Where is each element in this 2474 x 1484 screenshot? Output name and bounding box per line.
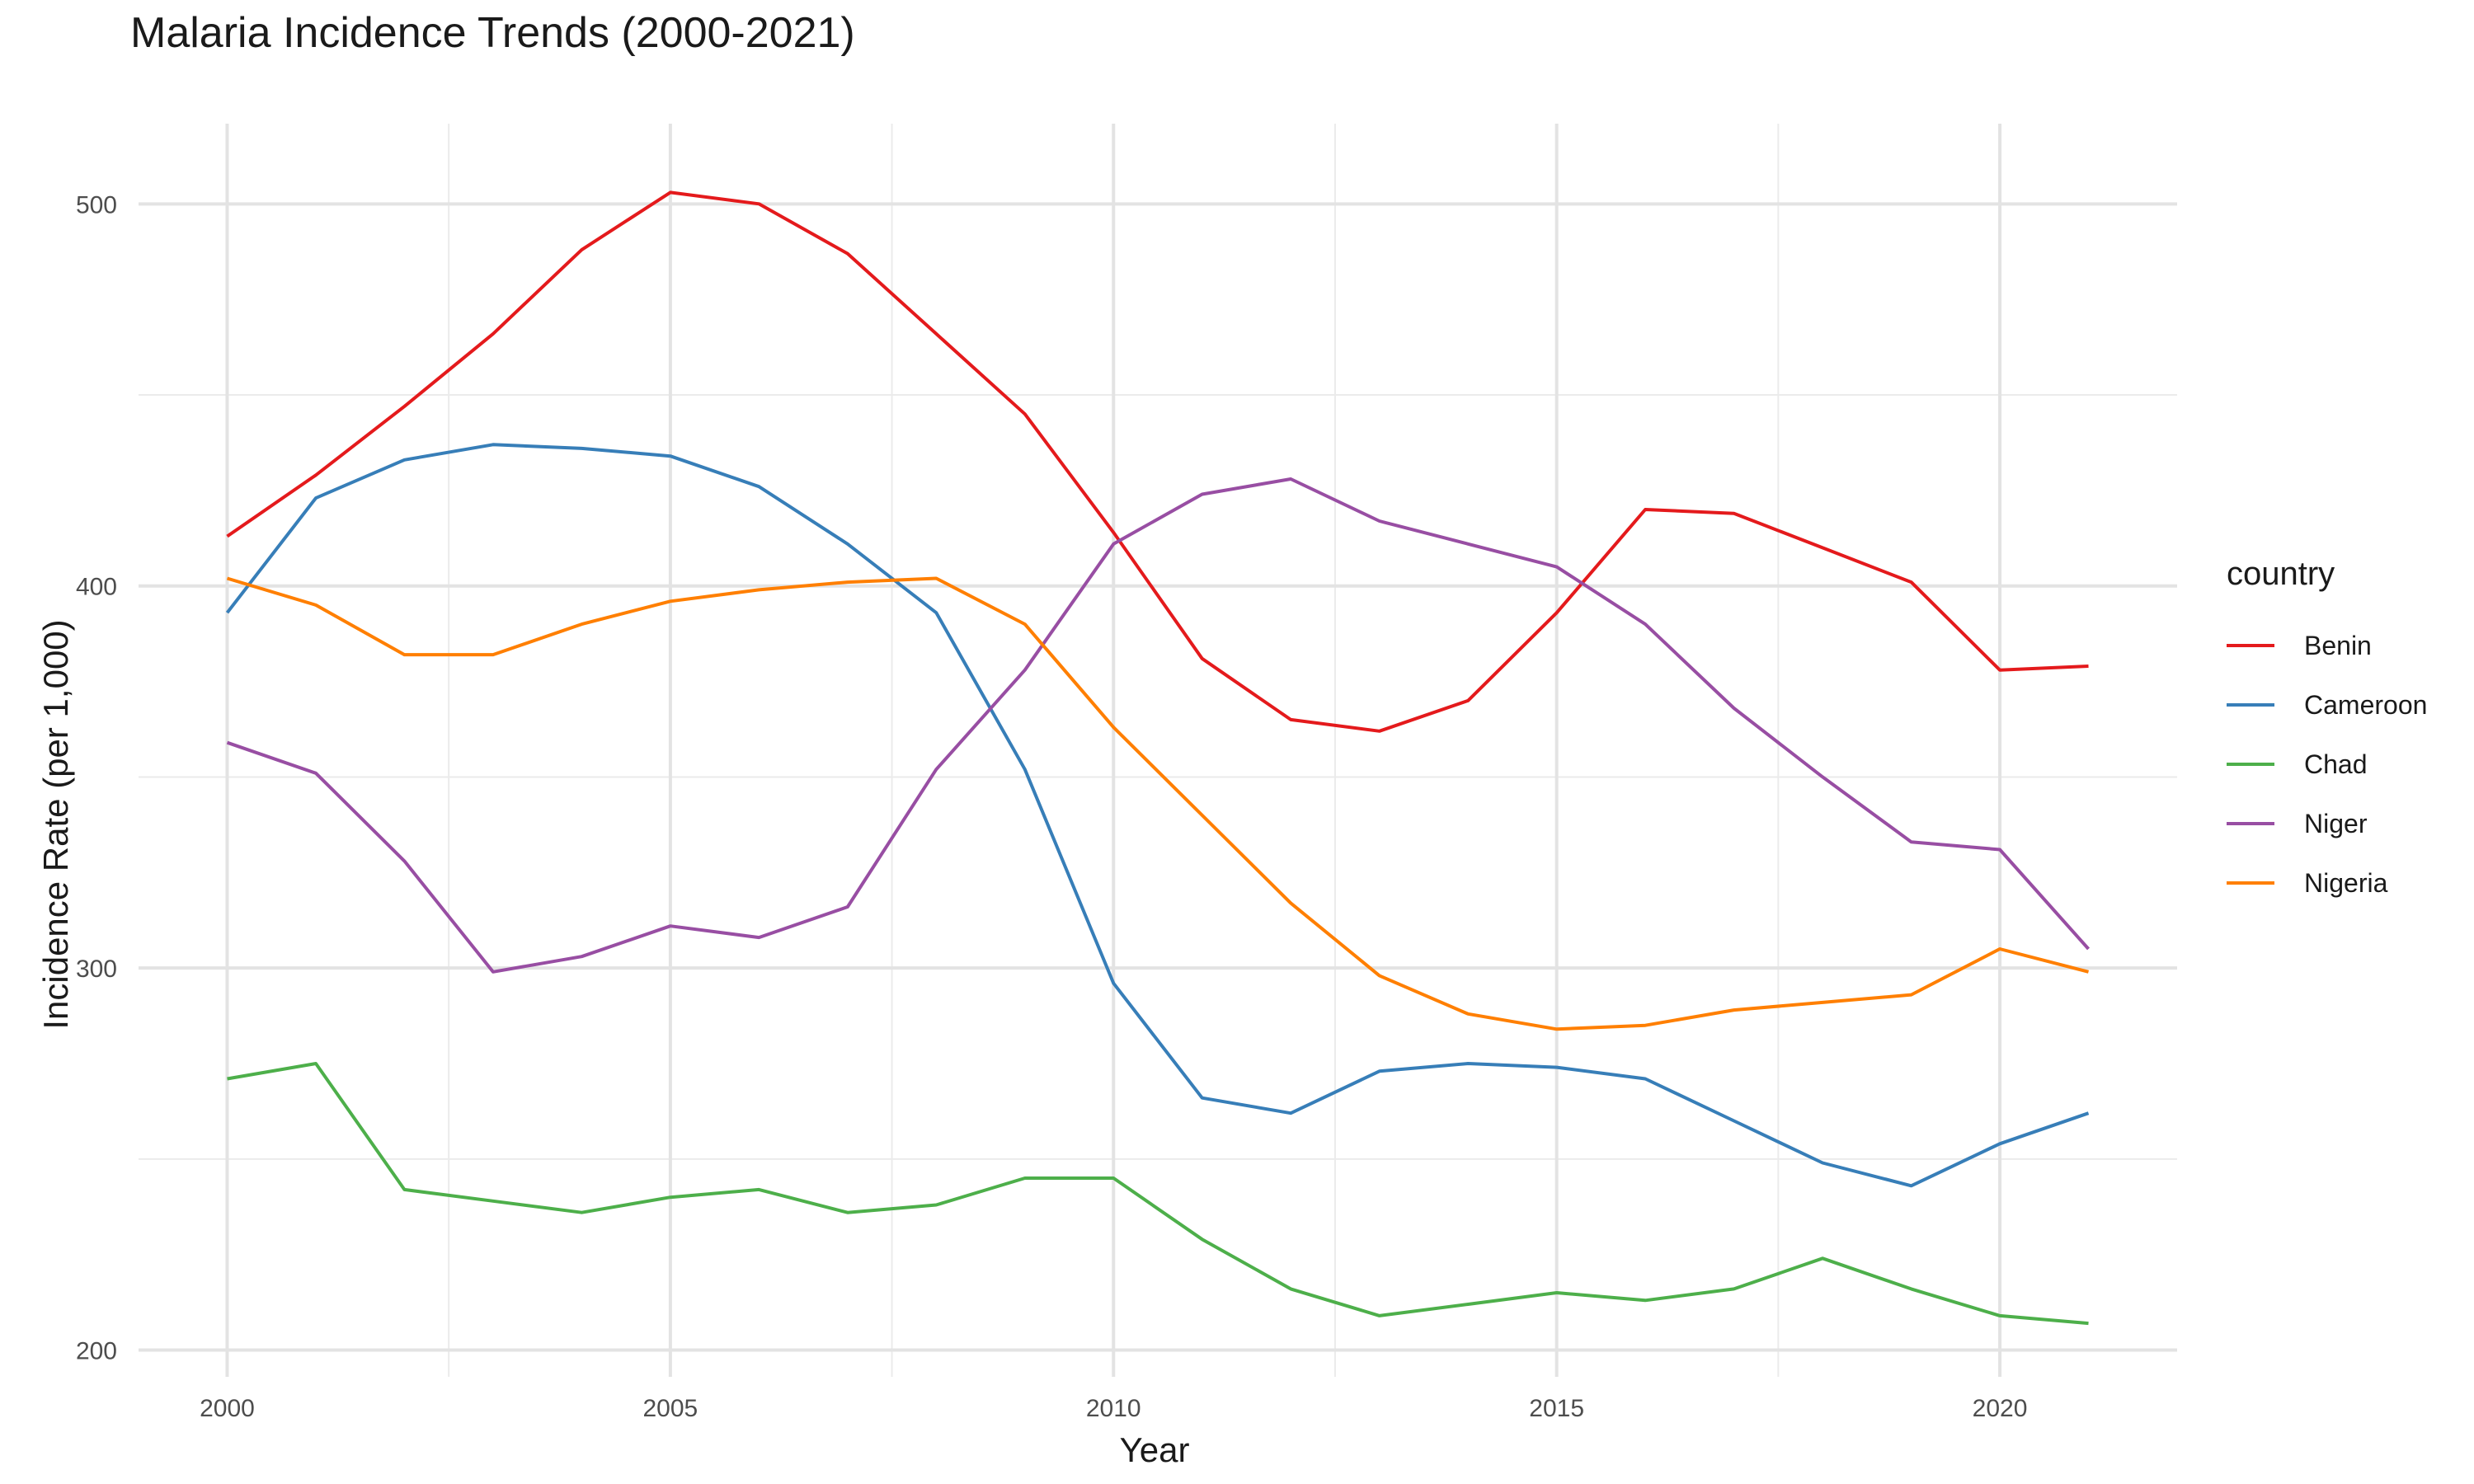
legend-label: Benin — [2304, 630, 2372, 660]
x-tick-label: 2000 — [200, 1395, 255, 1422]
legend-label: Niger — [2304, 808, 2368, 838]
legend-key — [2227, 822, 2274, 825]
x-tick-label: 2015 — [1529, 1395, 1584, 1422]
minor-gridlines — [139, 124, 2177, 1377]
legend-item-niger: Niger — [2227, 794, 2427, 853]
x-tick-labels: 2000 2005 2010 2015 2020 — [200, 1395, 2027, 1422]
legend-key — [2227, 703, 2274, 707]
legend: country Benin Cameroon Chad Niger Nigeria — [2227, 556, 2427, 913]
legend-label: Nigeria — [2304, 867, 2388, 898]
series-line-niger — [226, 477, 2090, 974]
legend-items: Benin Cameroon Chad Niger Nigeria — [2227, 616, 2427, 913]
legend-item-chad: Chad — [2227, 735, 2427, 794]
x-axis-label: Year — [1119, 1430, 1190, 1469]
series-line-cameroon — [225, 443, 2090, 1188]
chart-title: Malaria Incidence Trends (2000-2021) — [130, 9, 855, 57]
x-tick-label: 2005 — [642, 1395, 698, 1422]
x-tick-label: 2010 — [1086, 1395, 1141, 1422]
legend-key — [2227, 763, 2274, 766]
series-line-chad — [227, 1062, 2089, 1326]
y-axis-label: Incidence Rate (per 1,000) — [36, 619, 75, 1030]
y-tick-label: 200 — [76, 1338, 117, 1365]
x-tick-label: 2020 — [1973, 1395, 2028, 1422]
legend-item-cameroon: Cameroon — [2227, 675, 2427, 735]
legend-label: Chad — [2304, 749, 2368, 779]
legend-item-benin: Benin — [2227, 616, 2427, 675]
legend-label: Cameroon — [2304, 689, 2428, 720]
legend-key — [2227, 881, 2274, 885]
legend-title: country — [2227, 556, 2335, 592]
major-gridlines — [139, 124, 2177, 1377]
legend-key — [2227, 644, 2274, 647]
y-tick-label: 300 — [76, 956, 117, 983]
y-tick-label: 500 — [76, 191, 117, 218]
legend-item-nigeria: Nigeria — [2227, 853, 2427, 913]
series-lines — [225, 190, 2090, 1326]
y-tick-labels: 200 300 400 500 — [76, 191, 117, 1364]
series-line-nigeria — [226, 576, 2090, 1031]
series-line-benin — [226, 190, 2089, 733]
y-tick-label: 400 — [76, 574, 117, 601]
